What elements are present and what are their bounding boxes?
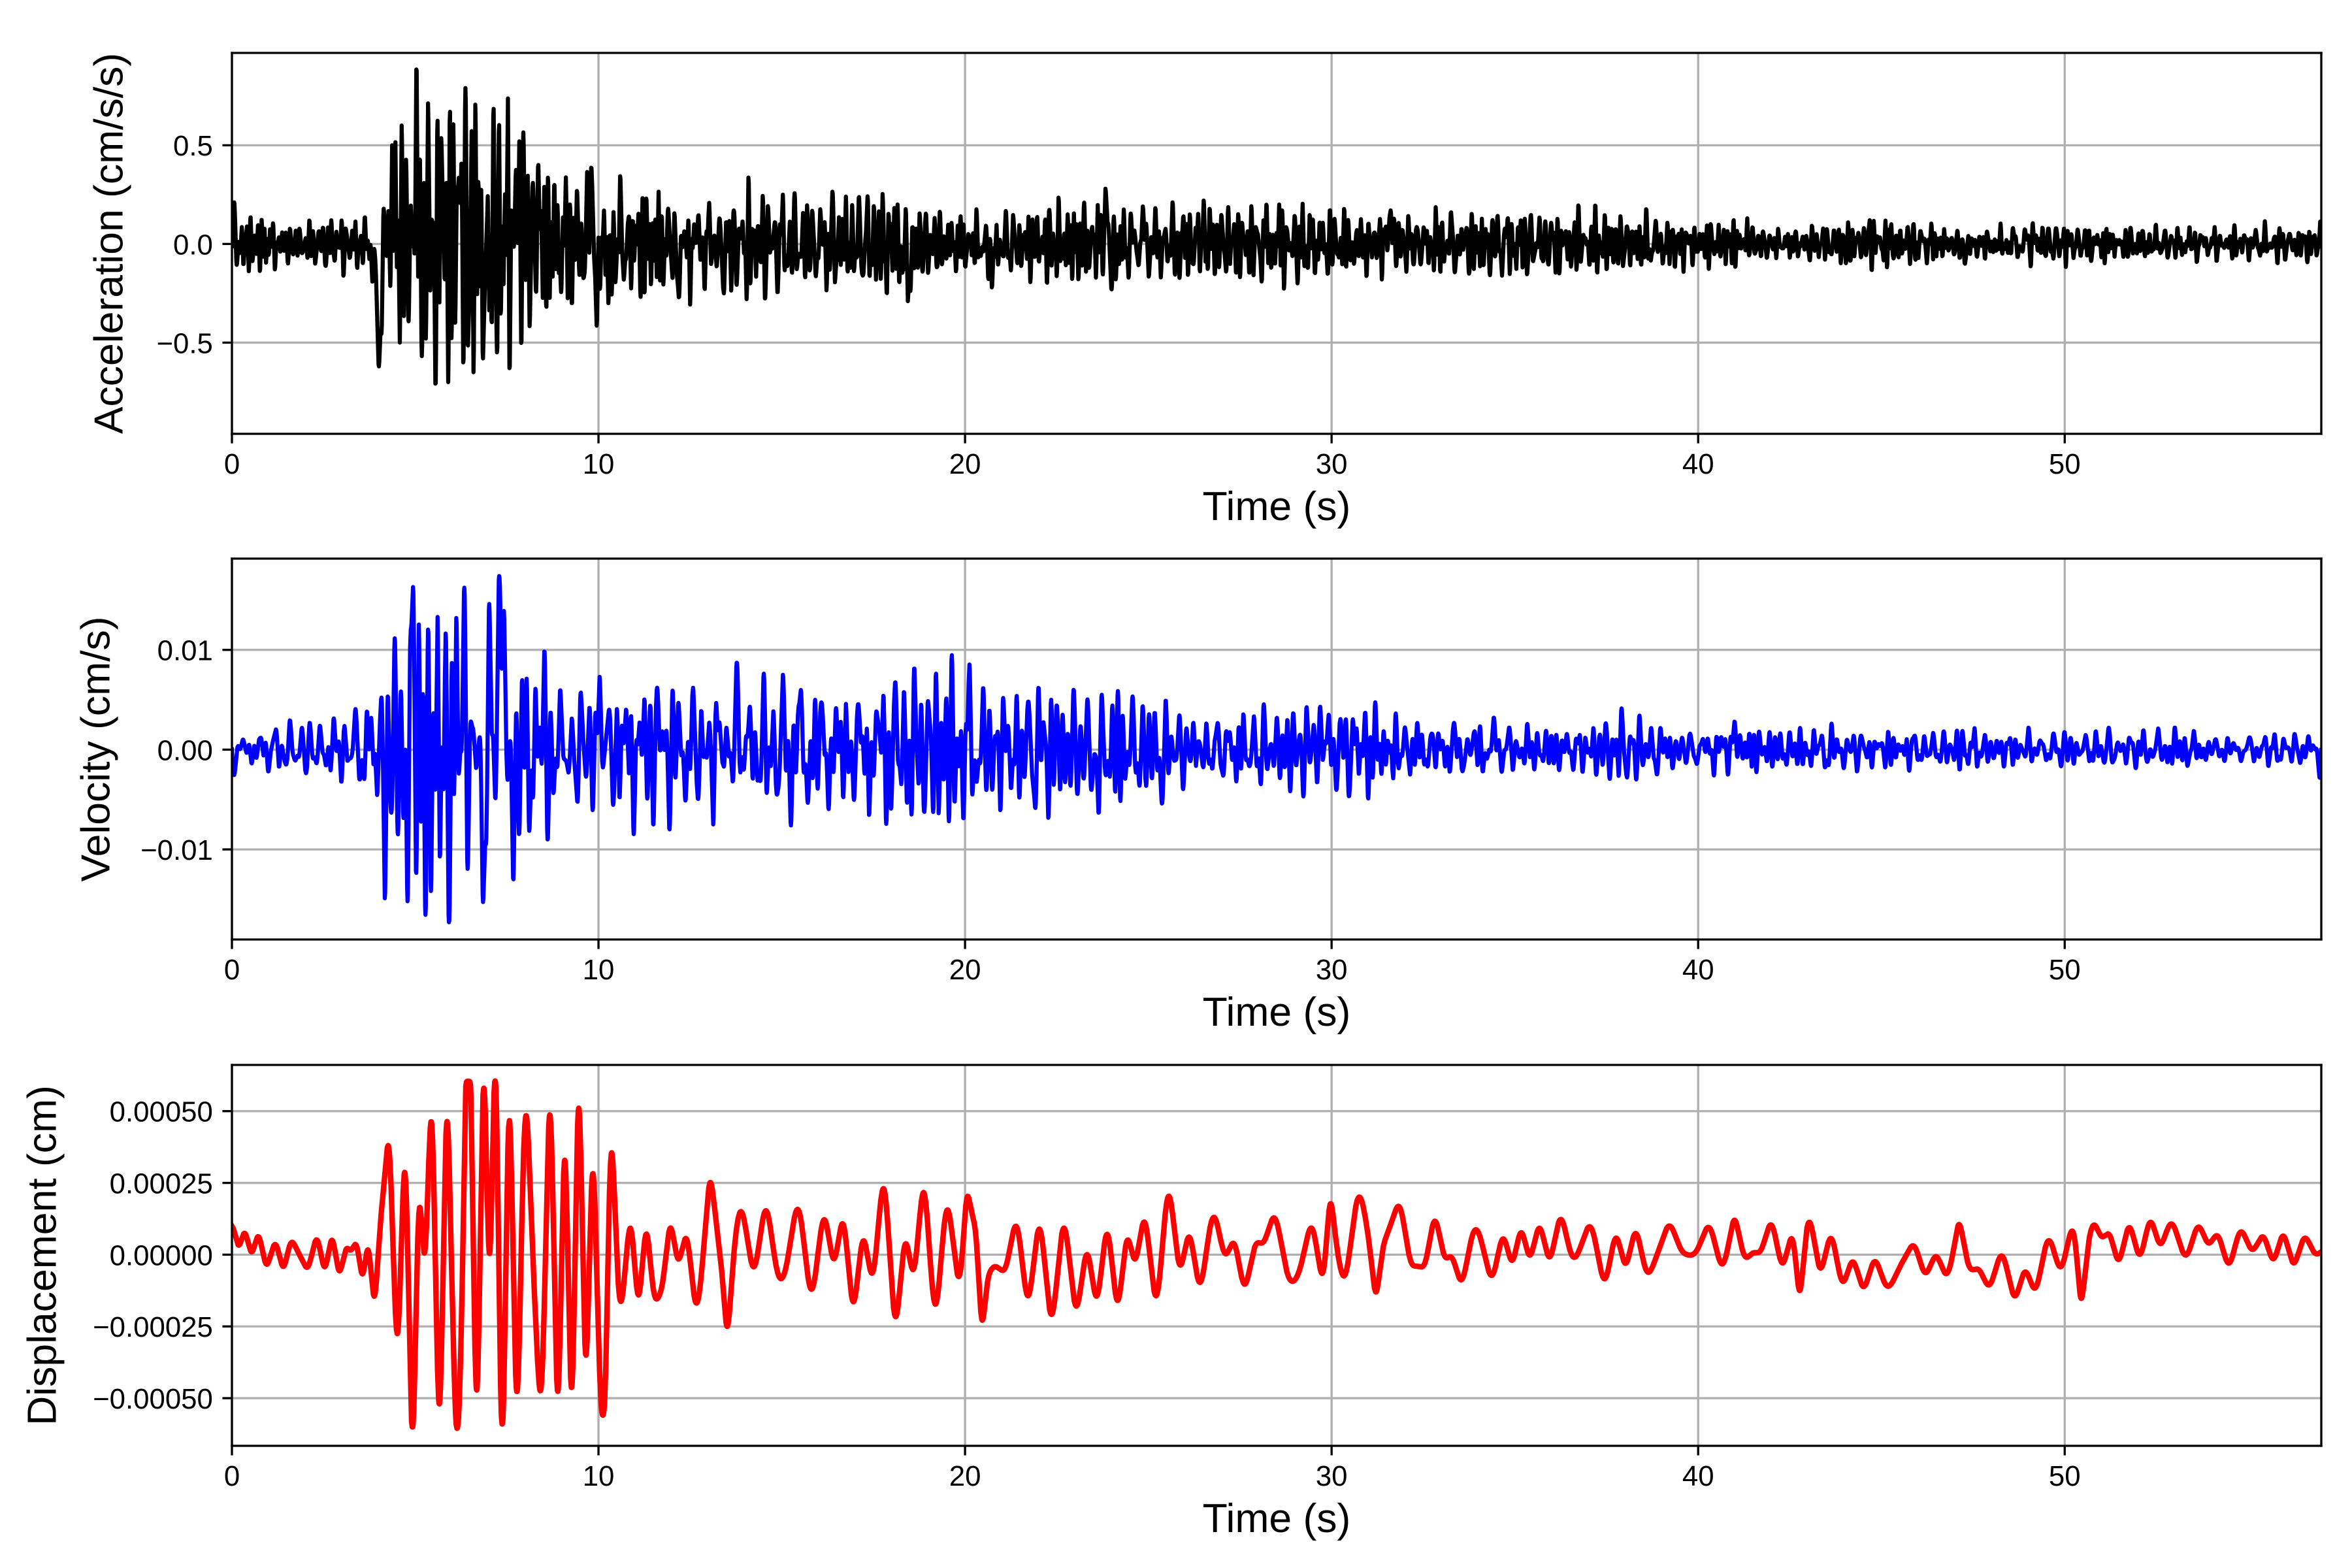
svg-text:Velocity (cm/s): Velocity (cm/s) bbox=[73, 616, 119, 881]
svg-text:40: 40 bbox=[1682, 954, 1714, 986]
svg-text:30: 30 bbox=[1316, 1460, 1348, 1492]
svg-text:0: 0 bbox=[224, 954, 240, 986]
svg-text:0.00: 0.00 bbox=[157, 734, 213, 766]
svg-text:0.0: 0.0 bbox=[173, 229, 213, 261]
svg-text:20: 20 bbox=[949, 954, 981, 986]
svg-text:−0.00025: −0.00025 bbox=[93, 1311, 213, 1343]
svg-text:Displacement (cm): Displacement (cm) bbox=[19, 1085, 65, 1426]
svg-text:Time (s): Time (s) bbox=[1203, 989, 1351, 1035]
svg-text:10: 10 bbox=[583, 954, 615, 986]
svg-text:0.00025: 0.00025 bbox=[110, 1168, 213, 1200]
svg-text:20: 20 bbox=[949, 448, 981, 480]
svg-text:10: 10 bbox=[583, 1460, 615, 1492]
svg-text:30: 30 bbox=[1316, 448, 1348, 480]
svg-text:40: 40 bbox=[1682, 1460, 1714, 1492]
svg-text:20: 20 bbox=[949, 1460, 981, 1492]
svg-text:0.00000: 0.00000 bbox=[110, 1239, 213, 1271]
svg-text:Acceleration (cm/s/s): Acceleration (cm/s/s) bbox=[86, 53, 132, 434]
svg-text:Time (s): Time (s) bbox=[1203, 483, 1351, 529]
svg-text:0: 0 bbox=[224, 448, 240, 480]
svg-text:0.00050: 0.00050 bbox=[110, 1096, 213, 1128]
svg-text:0.01: 0.01 bbox=[157, 635, 213, 667]
svg-text:50: 50 bbox=[2049, 448, 2081, 480]
svg-text:10: 10 bbox=[583, 448, 615, 480]
svg-text:0.5: 0.5 bbox=[173, 130, 213, 162]
svg-text:40: 40 bbox=[1682, 448, 1714, 480]
svg-text:−0.5: −0.5 bbox=[156, 327, 212, 359]
svg-text:0: 0 bbox=[224, 1460, 240, 1492]
svg-text:−0.00050: −0.00050 bbox=[93, 1383, 213, 1415]
svg-text:30: 30 bbox=[1316, 954, 1348, 986]
svg-text:50: 50 bbox=[2049, 954, 2081, 986]
svg-text:Time (s): Time (s) bbox=[1203, 1495, 1351, 1541]
svg-text:50: 50 bbox=[2049, 1460, 2081, 1492]
svg-text:−0.01: −0.01 bbox=[140, 834, 213, 866]
